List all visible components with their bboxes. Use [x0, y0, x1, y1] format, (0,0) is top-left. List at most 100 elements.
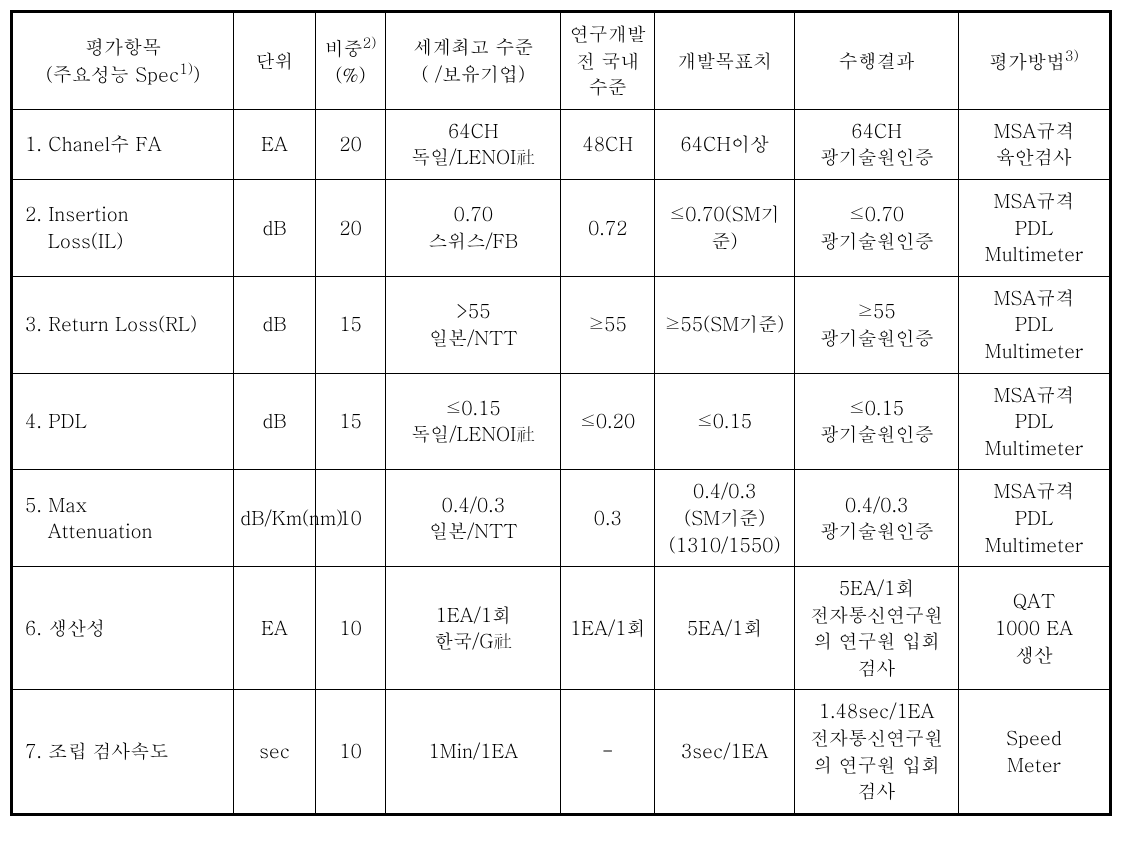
cell-domestic: 0.72	[561, 179, 655, 276]
table-body: 1. Chanel수 FA EA 20 64CH 독일/LENOI社 48CH …	[12, 109, 1111, 814]
header-weight-label: 비중	[325, 34, 363, 61]
cell-target: 5EA/1회	[654, 567, 794, 690]
cell-result-l2: 전자통신연구원의 연구원 입회 검사	[801, 725, 952, 805]
header-item-line1: 평가항목	[85, 33, 161, 60]
header-item-suffix: )	[193, 61, 200, 88]
cell-item: 2. Insertion Loss(IL)	[12, 179, 234, 276]
cell-result-l2: 광기술원인증	[801, 144, 952, 171]
table-row: 5. Max Attenuation dB/Km(nm) 10 0.4/0.3 …	[12, 470, 1111, 567]
header-row: 평가항목 (주요성능 Spec1)) 단위 비중2) (%) 세계최고 수준 (…	[12, 12, 1111, 110]
cell-method: MSA규격 PDL Multimeter	[958, 373, 1110, 470]
cell-method: MSA규격 PDL Multimeter	[958, 179, 1110, 276]
table-header: 평가항목 (주요성능 Spec1)) 단위 비중2) (%) 세계최고 수준 (…	[12, 12, 1111, 110]
cell-world-l2: 일본/NTT	[392, 518, 554, 545]
table-row: 2. Insertion Loss(IL) dB 20 0.70 스위스/FB …	[12, 179, 1111, 276]
cell-world-l2: 독일/LENOI社	[392, 144, 554, 171]
header-world-line2: ( /보유기업)	[392, 61, 554, 88]
cell-target-l1: 0.4/0.3	[661, 478, 788, 505]
header-item: 평가항목 (주요성능 Spec1))	[12, 12, 234, 110]
cell-target: ≤0.70(SM기준)	[654, 179, 794, 276]
cell-result: 5EA/1회 전자통신연구원의 연구원 입회 검사	[795, 567, 959, 690]
cell-world-l1: 1Min/1EA	[392, 738, 554, 765]
cell-world-l1: 0.70	[392, 201, 554, 228]
cell-weight: 10	[315, 567, 385, 690]
header-world-line1: 세계최고 수준	[413, 33, 533, 60]
cell-world: >55 일본/NTT	[386, 276, 561, 373]
cell-result-l1: ≤0.15	[801, 395, 952, 422]
cell-item: 4. PDL	[12, 373, 234, 470]
table-row: 1. Chanel수 FA EA 20 64CH 독일/LENOI社 48CH …	[12, 109, 1111, 179]
cell-target: 0.4/0.3 (SM기준) (1310/1550)	[654, 470, 794, 567]
cell-result: ≤0.70 광기술원인증	[795, 179, 959, 276]
header-domestic: 연구개발전 국내수준	[561, 12, 655, 110]
cell-method: MSA규격 육안검사	[958, 109, 1110, 179]
cell-result-l2: 광기술원인증	[801, 421, 952, 448]
cell-method-l3: Multimeter	[965, 435, 1103, 462]
table-row: 6. 생산성 EA 10 1EA/1회 한국/G社 1EA/1회 5EA/1회 …	[12, 567, 1111, 690]
header-method: 평가방법3)	[958, 12, 1110, 110]
cell-item-l1: 5. Max	[25, 492, 227, 519]
cell-method-l2: 육안검사	[965, 144, 1103, 171]
cell-unit: EA	[234, 567, 316, 690]
cell-method-l1: MSA규격	[965, 188, 1103, 215]
cell-world: 64CH 독일/LENOI社	[386, 109, 561, 179]
cell-result-l1: ≥55	[801, 298, 952, 325]
cell-result-l2: 광기술원인증	[801, 518, 952, 545]
cell-method: MSA규격 PDL Multimeter	[958, 470, 1110, 567]
cell-item-l1: 2. Insertion	[25, 201, 227, 228]
header-result: 수행결과	[795, 12, 959, 110]
cell-method-l1: MSA규격	[965, 285, 1103, 312]
cell-world-l2: 스위스/FB	[392, 228, 554, 255]
cell-result-l2: 전자통신연구원의 연구원 입회 검사	[801, 602, 952, 682]
table-row: 4. PDL dB 15 ≤0.15 독일/LENOI社 ≤0.20 ≤0.15…	[12, 373, 1111, 470]
cell-result-l1: ≤0.70	[801, 201, 952, 228]
cell-item-l2: Loss(IL)	[25, 228, 227, 255]
cell-method-l1: MSA규격	[965, 118, 1103, 145]
cell-weight: 20	[315, 179, 385, 276]
cell-target: ≥55(SM기준)	[654, 276, 794, 373]
cell-target: ≤0.15	[654, 373, 794, 470]
cell-domestic: 1EA/1회	[561, 567, 655, 690]
cell-result-l1: 1.48sec/1EA	[801, 698, 952, 725]
cell-result-l2: 광기술원인증	[801, 228, 952, 255]
cell-world-l1: >55	[392, 298, 554, 325]
cell-method-l3: Multimeter	[965, 241, 1103, 268]
cell-method-l3: Multimeter	[965, 338, 1103, 365]
cell-method: MSA규격 PDL Multimeter	[958, 276, 1110, 373]
cell-unit: dB	[234, 179, 316, 276]
cell-world-l2: 독일/LENOI社	[392, 421, 554, 448]
header-target: 개발목표치	[654, 12, 794, 110]
cell-item: 5. Max Attenuation	[12, 470, 234, 567]
cell-method-l2: 1000 EA	[965, 615, 1103, 642]
cell-method-l2: PDL	[965, 215, 1103, 242]
cell-item: 7. 조립 검사속도	[12, 690, 234, 814]
cell-target-l2: (SM기준)	[661, 505, 788, 532]
cell-weight: 15	[315, 276, 385, 373]
table-row: 3. Return Loss(RL) dB 15 >55 일본/NTT ≥55 …	[12, 276, 1111, 373]
cell-result-l2: 광기술원인증	[801, 325, 952, 352]
cell-world-l1: ≤0.15	[392, 395, 554, 422]
cell-method-l3: 생산	[965, 642, 1103, 669]
cell-result: 64CH 광기술원인증	[795, 109, 959, 179]
header-weight-line2: (%)	[322, 62, 379, 89]
cell-result: ≤0.15 광기술원인증	[795, 373, 959, 470]
cell-domestic: -	[561, 690, 655, 814]
cell-method-l1: Speed	[965, 725, 1103, 752]
cell-unit: EA	[234, 109, 316, 179]
header-weight-sup: 2)	[363, 33, 377, 53]
cell-unit: sec	[234, 690, 316, 814]
cell-domestic: 0.3	[561, 470, 655, 567]
cell-method-l1: QAT	[965, 588, 1103, 615]
cell-item: 6. 생산성	[12, 567, 234, 690]
header-weight: 비중2) (%)	[315, 12, 385, 110]
cell-method-l2: PDL	[965, 505, 1103, 532]
header-item-line2: (주요성능 Spec1))	[19, 60, 227, 88]
cell-weight: 20	[315, 109, 385, 179]
header-item-prefix: (주요성능 Spec	[46, 61, 180, 88]
cell-world-l2: 일본/NTT	[392, 325, 554, 352]
cell-method-l2: Meter	[965, 752, 1103, 779]
cell-method-l2: PDL	[965, 311, 1103, 338]
cell-world: 1EA/1회 한국/G社	[386, 567, 561, 690]
cell-method-l1: MSA규격	[965, 478, 1103, 505]
cell-domestic: ≤0.20	[561, 373, 655, 470]
